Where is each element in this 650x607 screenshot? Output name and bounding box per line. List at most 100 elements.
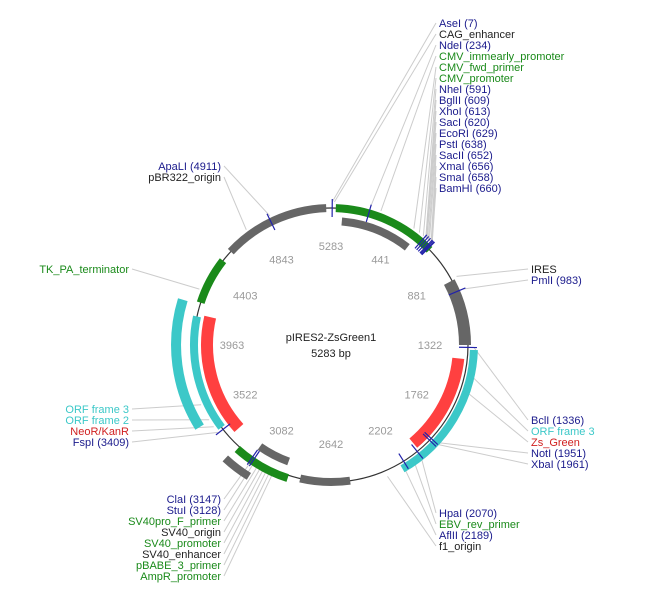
- cut-site-tick: [248, 450, 260, 467]
- annotation-label: SV40_promoter: [144, 538, 221, 550]
- leader-line: [413, 461, 437, 525]
- tick-label: 2202: [368, 426, 392, 438]
- annotation-label: BclI (1336): [531, 415, 584, 427]
- leader-line: [456, 268, 529, 277]
- coordinate-ticks: 5283 441 881 1322 1762 2202 2642 3082 3522 3963 44…: [220, 241, 442, 451]
- leader-line: [413, 66, 437, 229]
- cut-site-tick: [246, 449, 259, 465]
- annotation-label: pBABE_3_primer: [136, 560, 221, 572]
- tick-label: 1762: [404, 390, 428, 402]
- orf-frame3-left-arc: [171, 298, 204, 430]
- annotation-label: Zs_Green: [531, 437, 580, 449]
- feature-arcs: [171, 204, 478, 487]
- annotation-label: SacI (620): [439, 117, 490, 129]
- annotation-label: XmaI (656): [439, 161, 493, 173]
- annotation-label: HpaI (2070): [439, 508, 497, 520]
- annotation-label: pBR322_origin: [148, 172, 221, 184]
- annotation-label: SacII (652): [439, 150, 493, 162]
- leader-line: [223, 473, 270, 566]
- annotation-label: CMV_promoter: [439, 73, 514, 85]
- tick-label: 881: [408, 291, 426, 303]
- leader-line: [426, 121, 437, 240]
- cut-site-tick: [416, 236, 430, 251]
- sv40-inner-arc: [257, 443, 291, 466]
- cut-site-ticks: [215, 199, 477, 470]
- cut-site-tick: [417, 237, 432, 252]
- leader-line: [223, 467, 258, 522]
- tk-pa-arc: [196, 258, 227, 305]
- zsgreen-arc: [409, 357, 465, 448]
- annotation-label: ORF frame 3: [531, 426, 595, 438]
- leader-line: [223, 468, 261, 533]
- leader-line: [428, 143, 437, 242]
- annotation-label: ORF frame 3: [65, 404, 129, 416]
- tick-label: 3082: [269, 426, 293, 438]
- annotation-label: SV40_enhancer: [142, 549, 221, 561]
- annotation-label: PstI (638): [439, 139, 487, 151]
- cut-site-tick: [419, 239, 433, 254]
- sv40-arc: [234, 445, 290, 482]
- leader-line: [223, 474, 273, 577]
- cut-site-tick: [422, 433, 437, 447]
- annotation-label: CMV_fwd_primer: [439, 62, 524, 74]
- leader-line: [131, 431, 218, 443]
- tick-label: 3522: [233, 390, 257, 402]
- small-gray-arc: [222, 455, 252, 480]
- leader-line: [223, 165, 271, 217]
- annotation-label: PmlI (983): [531, 275, 582, 287]
- orf-frame3-right-arc: [400, 349, 478, 473]
- leader-line: [223, 462, 251, 500]
- annotation-label: f1_origin: [439, 541, 481, 553]
- leader-lines: [131, 22, 529, 577]
- annotation-label: SV40_origin: [161, 527, 221, 539]
- leader-line: [434, 443, 529, 465]
- leader-line: [435, 441, 529, 454]
- tick-label: 4843: [269, 254, 293, 266]
- leader-line: [470, 374, 529, 432]
- annotation-label: FspI (3409): [73, 437, 129, 449]
- annotation-label: ORF frame 2: [65, 415, 129, 427]
- annotation-label: StuI (3128): [167, 505, 221, 517]
- tick-label: 441: [371, 254, 389, 266]
- cut-site-tick: [215, 423, 231, 436]
- leader-line: [131, 268, 200, 290]
- leader-line: [331, 22, 437, 203]
- leader-line: [418, 77, 437, 233]
- annotation-label: XbaI (1961): [531, 459, 588, 471]
- tick-label: 3963: [220, 340, 244, 352]
- annotation-label: CAG_enhancer: [439, 29, 515, 41]
- annotation-label: NotI (1951): [531, 448, 586, 460]
- annotation-label: BglII (609): [439, 95, 490, 107]
- leader-line: [403, 467, 437, 536]
- cut-site-tick: [424, 431, 439, 446]
- annotation-label: TK_PA_terminator: [39, 264, 129, 276]
- annotation-label: AmpR_promoter: [140, 571, 221, 583]
- leader-line: [333, 33, 437, 203]
- annotation-label: EcoRI (629): [439, 128, 498, 140]
- cut-site-tick: [421, 241, 436, 256]
- annotation-label: ClaI (3147): [167, 494, 221, 506]
- cut-site-tick: [420, 240, 434, 255]
- tick-label: 1322: [418, 340, 442, 352]
- tick-label: 2642: [319, 439, 343, 451]
- orf-frame2-arc: [190, 315, 225, 430]
- leader-line: [369, 44, 437, 208]
- leader-line: [422, 88, 437, 236]
- leader-line: [425, 110, 437, 239]
- leader-line: [425, 99, 437, 238]
- annotation-label: CMV_immearly_promoter: [439, 51, 565, 63]
- leader-line: [223, 470, 264, 544]
- cut-site-tick: [266, 213, 276, 231]
- annotation-label: NheI (591): [439, 84, 491, 96]
- leader-line: [431, 187, 437, 244]
- annotation-label: AseI (7): [439, 18, 478, 30]
- annotation-label: SV40pro_F_primer: [128, 516, 221, 528]
- neor-arc: [201, 315, 244, 433]
- plasmid-name: pIRES2-ZsGreen1: [286, 332, 376, 344]
- leader-line: [465, 391, 529, 443]
- annotation-label: XhoI (613): [439, 106, 490, 118]
- annotation-label: SmaI (658): [439, 172, 493, 184]
- annotation-label: BamHI (660): [439, 183, 501, 195]
- tick-label: 4403: [233, 291, 257, 303]
